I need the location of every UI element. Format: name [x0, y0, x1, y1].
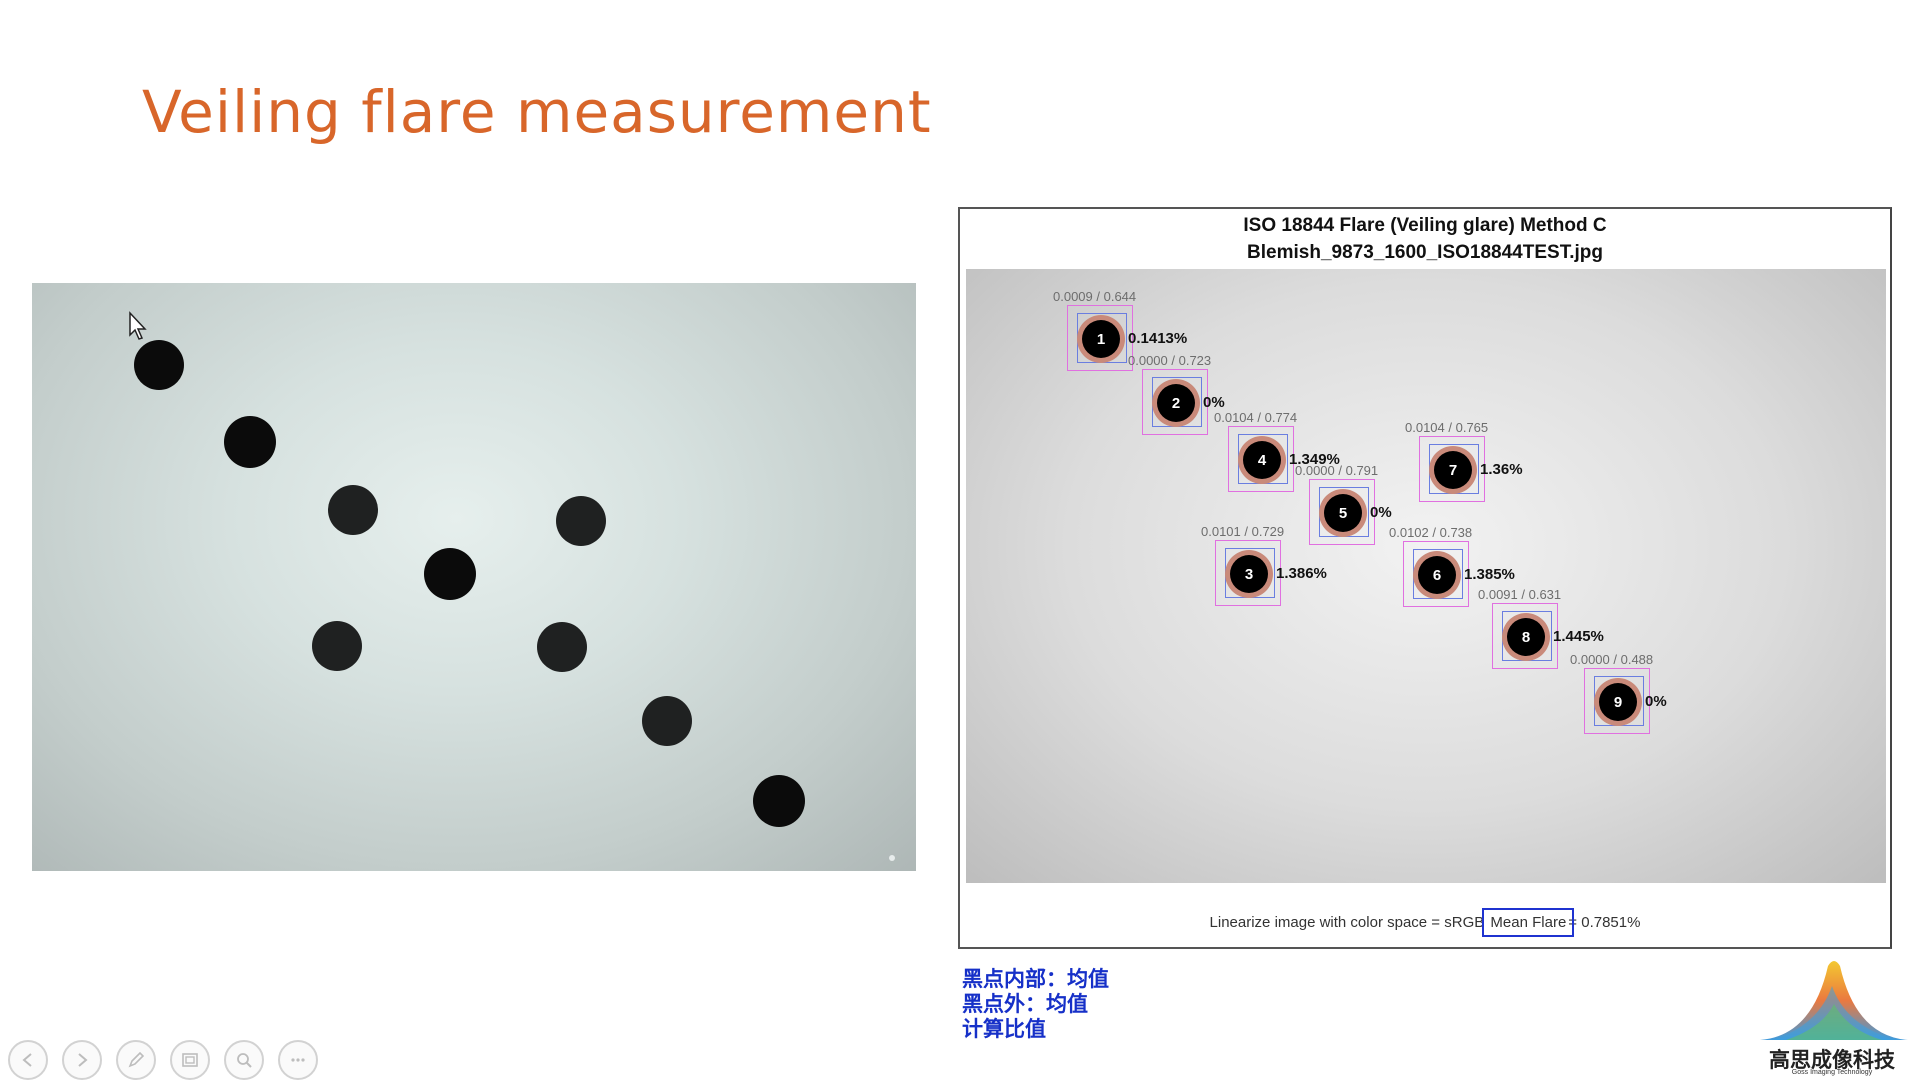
patch-flare-percent: 0.1413% — [1128, 330, 1188, 347]
patch-number: 1 — [1082, 320, 1120, 358]
patch-flare-percent: 0% — [1645, 693, 1667, 710]
patch-flare-percent: 1.349% — [1289, 451, 1340, 468]
footer-prefix: Linearize image with color space = sRGB — [1209, 914, 1485, 931]
mean-flare-value: = 0.7851% — [1568, 914, 1641, 931]
patch-values: 0.0102 / 0.738 — [1389, 525, 1473, 540]
patch-number: 6 — [1418, 556, 1456, 594]
chart-dot — [753, 775, 805, 827]
patch-number: 8 — [1507, 618, 1545, 656]
mouse-cursor-icon — [129, 311, 147, 340]
flare-result-figure: ISO 18844 Flare (Veiling glare) Method C… — [958, 207, 1892, 949]
chart-dot — [424, 548, 476, 600]
logo-peak-icon — [1760, 961, 1908, 1040]
logo-name-cn: 高思成像科技 — [1769, 1048, 1895, 1072]
outer-roi-box — [1492, 603, 1558, 669]
patch-flare-percent: 1.386% — [1276, 565, 1327, 582]
analyzed-image: 1 0.0009 / 0.644 0.1413% 2 0.0000 / 0.723 0% 4… — [966, 269, 1886, 883]
patch-values: 0.0000 / 0.488 — [1570, 652, 1654, 667]
patch-number: 9 — [1599, 683, 1637, 721]
patch-number: 2 — [1157, 384, 1195, 422]
patch-flare-percent: 0% — [1370, 504, 1392, 521]
chart-dot — [328, 485, 378, 535]
pen-icon[interactable] — [116, 1040, 156, 1080]
chart-dot — [537, 622, 587, 672]
chart-dot — [224, 416, 276, 468]
outer-roi-box — [1142, 369, 1208, 435]
patch-flare-percent: 1.36% — [1480, 461, 1523, 478]
mean-flare-label: Mean Flare — [1482, 908, 1575, 937]
notes: 黑点内部：均值 黑点外：均值 计算比值 — [962, 967, 1109, 1042]
next-icon[interactable] — [62, 1040, 102, 1080]
note-line: 黑点内部：均值 — [962, 967, 1109, 991]
chart-dot — [134, 340, 184, 390]
outer-roi-box — [1584, 668, 1650, 734]
company-logo: 高思成像科技 Goss Imaging Technology — [1752, 956, 1912, 1076]
patch-values: 0.0009 / 0.644 — [1053, 289, 1137, 304]
presentation-toolbar — [8, 1040, 318, 1080]
patch-values: 0.0091 / 0.631 — [1478, 587, 1562, 602]
test-chart-photo — [32, 283, 916, 871]
slides-icon[interactable] — [170, 1040, 210, 1080]
outer-roi-box — [1403, 541, 1469, 607]
patch-number: 7 — [1434, 451, 1472, 489]
patch-values: 0.0101 / 0.729 — [1201, 524, 1285, 539]
note-line: 计算比值 — [962, 1017, 1046, 1041]
dust-speck — [889, 855, 895, 861]
patch-number: 4 — [1243, 441, 1281, 479]
patch-number: 3 — [1230, 555, 1268, 593]
outer-roi-box — [1309, 479, 1375, 545]
patch-values: 0.0000 / 0.723 — [1128, 353, 1212, 368]
outer-roi-box — [1228, 426, 1294, 492]
patch-values: 0.0000 / 0.791 — [1295, 463, 1379, 478]
patch-number: 5 — [1324, 494, 1362, 532]
prev-icon[interactable] — [8, 1040, 48, 1080]
slide-title: Veiling flare measurement — [142, 78, 932, 146]
patch-flare-percent: 0% — [1203, 394, 1225, 411]
outer-roi-box — [1067, 305, 1133, 371]
patch-flare-percent: 1.385% — [1464, 566, 1515, 583]
chart-dot — [312, 621, 362, 671]
more-icon[interactable] — [278, 1040, 318, 1080]
note-line: 黑点外：均值 — [962, 992, 1088, 1016]
result-title: ISO 18844 Flare (Veiling glare) Method C — [1243, 215, 1607, 236]
result-filename: Blemish_9873_1600_ISO18844TEST.jpg — [1247, 242, 1603, 263]
outer-roi-box — [1419, 436, 1485, 502]
outer-roi-box — [1215, 540, 1281, 606]
logo-name-en: Goss Imaging Technology — [1791, 1069, 1873, 1076]
chart-dot — [642, 696, 692, 746]
result-footer: Linearize image with color space = sRGB … — [960, 908, 1890, 937]
patch-values: 0.0104 / 0.774 — [1214, 410, 1298, 425]
chart-dot — [556, 496, 606, 546]
patch-values: 0.0104 / 0.765 — [1405, 420, 1489, 435]
patch-flare-percent: 1.445% — [1553, 628, 1604, 645]
zoom-icon[interactable] — [224, 1040, 264, 1080]
